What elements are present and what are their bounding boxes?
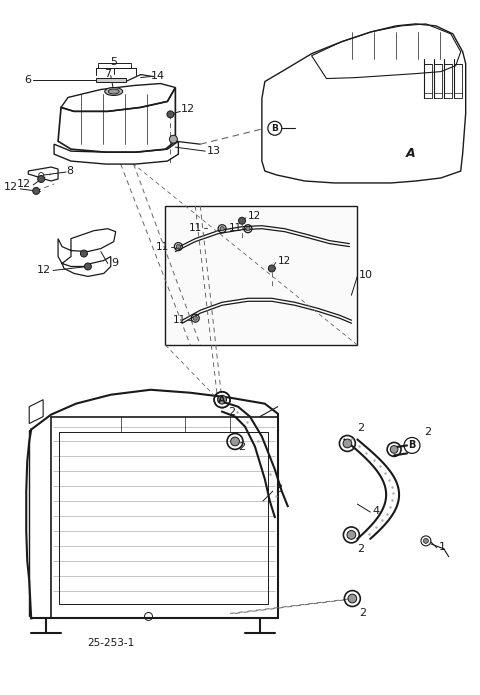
Text: A: A [406,147,416,160]
Circle shape [33,188,40,195]
Text: 11: 11 [229,222,242,233]
Bar [434,64,442,99]
Text: A: A [218,395,226,404]
Text: 9: 9 [111,259,118,268]
Circle shape [81,250,87,257]
Circle shape [268,265,276,272]
Circle shape [231,437,240,445]
Polygon shape [96,78,126,81]
Bar [166,206,357,345]
Circle shape [84,263,91,270]
Circle shape [176,245,180,249]
Circle shape [348,594,357,603]
Bar [444,64,452,99]
Text: 25-253-1: 25-253-1 [87,638,134,648]
Ellipse shape [105,88,123,95]
Text: 12: 12 [37,265,51,275]
Text: 2: 2 [357,543,364,554]
Text: 12: 12 [180,104,194,115]
Text: 3: 3 [275,484,282,494]
Text: 5: 5 [110,57,117,67]
Text: B: B [408,441,416,450]
Text: 2: 2 [228,407,235,416]
Text: 13: 13 [207,146,221,156]
Text: 12: 12 [17,179,31,189]
Text: 2: 2 [238,443,245,452]
Circle shape [246,227,250,231]
Circle shape [390,445,398,453]
Bar [454,64,462,99]
Text: 10: 10 [360,270,373,280]
Text: 8: 8 [66,166,73,176]
Text: 11: 11 [173,315,186,325]
Circle shape [169,136,178,143]
Circle shape [347,530,356,539]
Circle shape [220,227,224,231]
Text: 2: 2 [424,427,431,436]
Text: 11: 11 [156,242,169,252]
Circle shape [239,218,245,224]
Text: 4: 4 [372,506,379,516]
Text: 14: 14 [151,71,165,81]
Text: 2: 2 [357,423,364,432]
Text: 2: 2 [360,608,366,619]
Text: 12: 12 [248,211,261,221]
Ellipse shape [108,89,119,94]
Circle shape [423,539,429,543]
Circle shape [343,439,352,448]
Text: 1: 1 [439,542,446,552]
Circle shape [193,316,197,320]
Text: 12: 12 [278,256,291,265]
Text: 7: 7 [104,69,111,79]
Text: B: B [271,124,278,133]
Circle shape [167,111,174,118]
Text: 12: 12 [4,182,18,192]
Circle shape [218,395,227,404]
Bar [424,64,432,99]
Circle shape [37,176,45,183]
Text: 6: 6 [24,74,31,85]
Text: 11: 11 [189,222,202,233]
